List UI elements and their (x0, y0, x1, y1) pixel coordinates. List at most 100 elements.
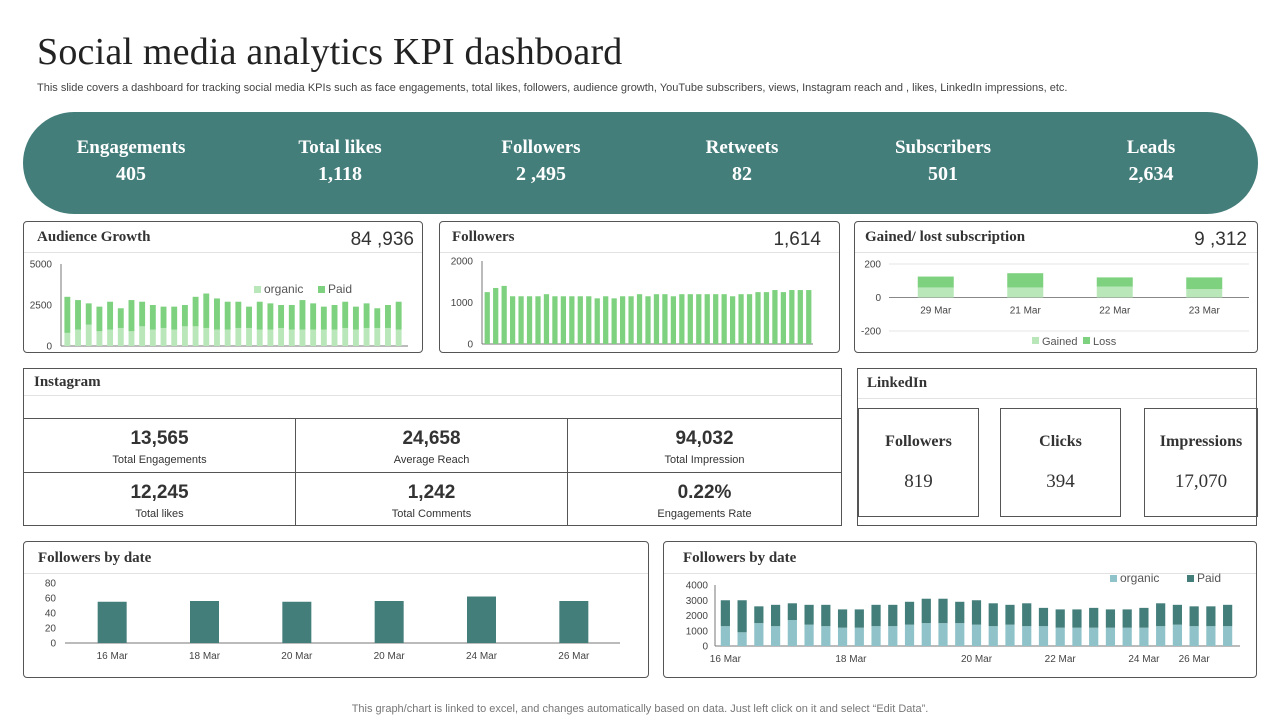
y-tick-label: 80 (45, 579, 57, 590)
audience-growth-chart: 50002500021 mar20 Mar4 Apr11 Apr16 Apror… (30, 260, 408, 353)
bar-paid (1206, 606, 1216, 627)
bar (772, 290, 778, 344)
bar-organic (374, 327, 381, 346)
bar-organic (181, 326, 188, 346)
kpi-label: Total likes (298, 137, 382, 158)
x-tick-label: 18 Mar (189, 651, 221, 662)
legend-swatch (318, 286, 325, 293)
bar-paid (1156, 603, 1166, 627)
kpi-label: Subscribers (894, 137, 992, 158)
bar-organic (246, 327, 252, 346)
bar (789, 290, 795, 344)
instagram-panel: Instagram 13,565 Total Engagements 24,658… (23, 368, 842, 526)
bar-organic (214, 329, 220, 346)
bar-paid (1122, 609, 1132, 628)
y-tick-label: 3000 (686, 596, 709, 607)
bar-organic (171, 329, 178, 346)
linkedin-followers: Followers 819 (858, 408, 979, 517)
ig-stat-total-comments: 1,242 Total Comments (296, 473, 568, 525)
bar (374, 601, 404, 643)
kpi-engagements: Engagements 405 (41, 137, 221, 186)
bar-paid (988, 603, 998, 627)
bar (509, 296, 516, 344)
bar-loss (917, 276, 954, 288)
bar-organic (203, 327, 210, 346)
kpi-value: 2,634 (1128, 163, 1174, 185)
bar (526, 296, 533, 344)
bar-organic (1072, 627, 1082, 646)
bar (535, 296, 541, 344)
x-tick-label: 18 Mar (835, 654, 867, 665)
bar-paid (1223, 604, 1233, 627)
bar-organic (854, 627, 864, 646)
bar (518, 296, 524, 344)
bar (636, 294, 643, 344)
legend-label: Paid (328, 282, 352, 296)
legend-label: Loss (1093, 336, 1117, 348)
bar-paid (299, 300, 306, 330)
page-title: Social media analytics KPI dashboard (37, 31, 623, 73)
bar-paid (904, 601, 915, 625)
x-tick-label: 21 Mar (1010, 306, 1042, 317)
bar-organic (256, 329, 263, 346)
bar (611, 298, 617, 344)
bar (738, 294, 744, 344)
y-tick-label: 4000 (686, 581, 709, 592)
bar (687, 294, 693, 344)
panel-title: Instagram (34, 374, 101, 390)
bar-paid (85, 303, 92, 325)
bar-gained (1186, 289, 1223, 298)
bar-organic (1122, 627, 1132, 646)
legend-swatch (1032, 337, 1039, 344)
followers-by-date-left-panel: Followers by date 80 60 40 20 0 16 Mar 18 Mar 2… (23, 541, 649, 678)
bar-paid (1189, 606, 1199, 627)
x-tick-label: 20 Mar (374, 651, 406, 662)
bar-organic (888, 626, 898, 646)
kpi-value: 82 (732, 163, 752, 185)
bar-organic (149, 329, 156, 346)
bar-paid (754, 606, 764, 624)
bar-organic (235, 327, 242, 346)
bar (670, 296, 677, 344)
y-tick-label: 5000 (30, 260, 53, 271)
bar (619, 296, 626, 344)
legend-label: Gained (1042, 336, 1077, 348)
panel-title: LinkedIn (867, 375, 928, 391)
bar (484, 292, 490, 344)
bar-organic (988, 626, 998, 646)
x-tick-label: 22 Mar (1099, 306, 1131, 317)
bar-organic (320, 329, 327, 346)
y-tick-label: 1000 (686, 626, 709, 637)
bar-paid (149, 305, 156, 330)
bar-organic (1005, 624, 1015, 646)
linkedin-panel: LinkedIn Followers 819 Clicks 394 Impressi… (857, 368, 1258, 526)
x-tick-label: 20 Mar (281, 651, 313, 662)
bar-organic (921, 623, 931, 646)
bar-organic (107, 329, 114, 346)
bar-organic (75, 329, 81, 346)
legend-swatch (1187, 575, 1194, 582)
x-tick-label: 16 Mar (97, 651, 129, 662)
bar (560, 296, 567, 344)
y-tick-label: 0 (50, 639, 56, 650)
bar-organic (804, 624, 814, 646)
subscription-chart: 200 0 -200 29 Mar 21 Mar 22 Mar 23 Mar Gained Lo… (861, 260, 1249, 348)
y-tick-label: 0 (46, 342, 52, 353)
panel-total: 9 ,312 (1194, 229, 1247, 250)
bar-organic (117, 327, 124, 346)
bar (763, 292, 770, 344)
bar (594, 298, 600, 344)
bar-organic (1022, 626, 1032, 646)
bar-paid (888, 604, 898, 627)
bar-organic (1223, 626, 1233, 646)
bar-organic (787, 620, 797, 646)
bar-organic (363, 327, 370, 346)
followers-by-date-right-panel: Followers by date 4000 3000 2000 1000 0 16 Ma… (663, 541, 1257, 678)
bar (653, 294, 660, 344)
ig-stat-total-impression: 94,032 Total Impression (568, 419, 841, 473)
followers-by-date-right-chart: 4000 3000 2000 1000 016 Mar 18 Mar 20 Mar 22 Ma… (686, 573, 1240, 665)
bar-paid (770, 604, 781, 627)
bar-organic (385, 327, 391, 346)
bar-paid (181, 305, 188, 327)
bar (704, 294, 710, 344)
